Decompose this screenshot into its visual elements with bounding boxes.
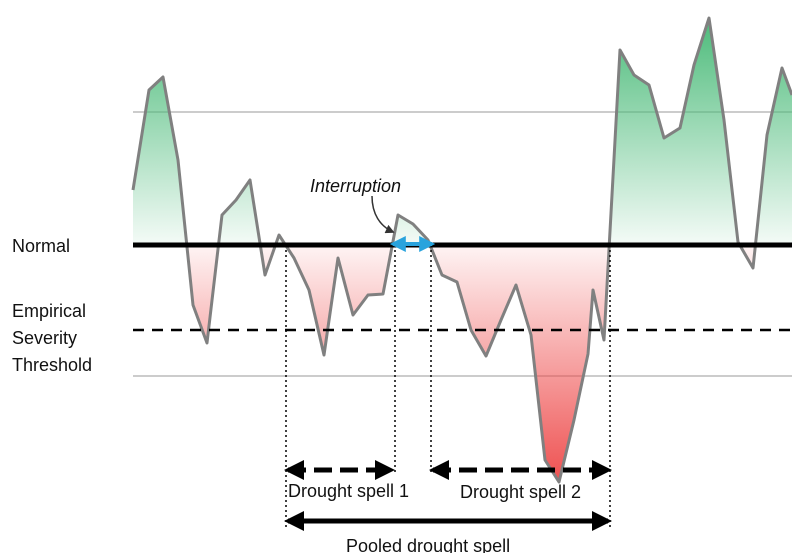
normal-label: Normal (12, 236, 70, 256)
surplus-fill (133, 18, 792, 245)
index-series-line (131, 16, 792, 484)
deficit-fill (133, 245, 792, 482)
spell1-label: Drought spell 1 (288, 481, 409, 501)
pooled-spell-label: Pooled drought spell (346, 536, 510, 553)
threshold-label-line2: Severity (12, 328, 77, 348)
spell-boundary-lines (285, 245, 611, 528)
spell2-label: Drought spell 2 (460, 482, 581, 502)
threshold-label-line3: Threshold (12, 355, 92, 375)
interruption-label: Interruption (310, 176, 401, 196)
curved-arrow-icon (371, 195, 395, 234)
threshold-label-line1: Empirical (12, 301, 86, 321)
